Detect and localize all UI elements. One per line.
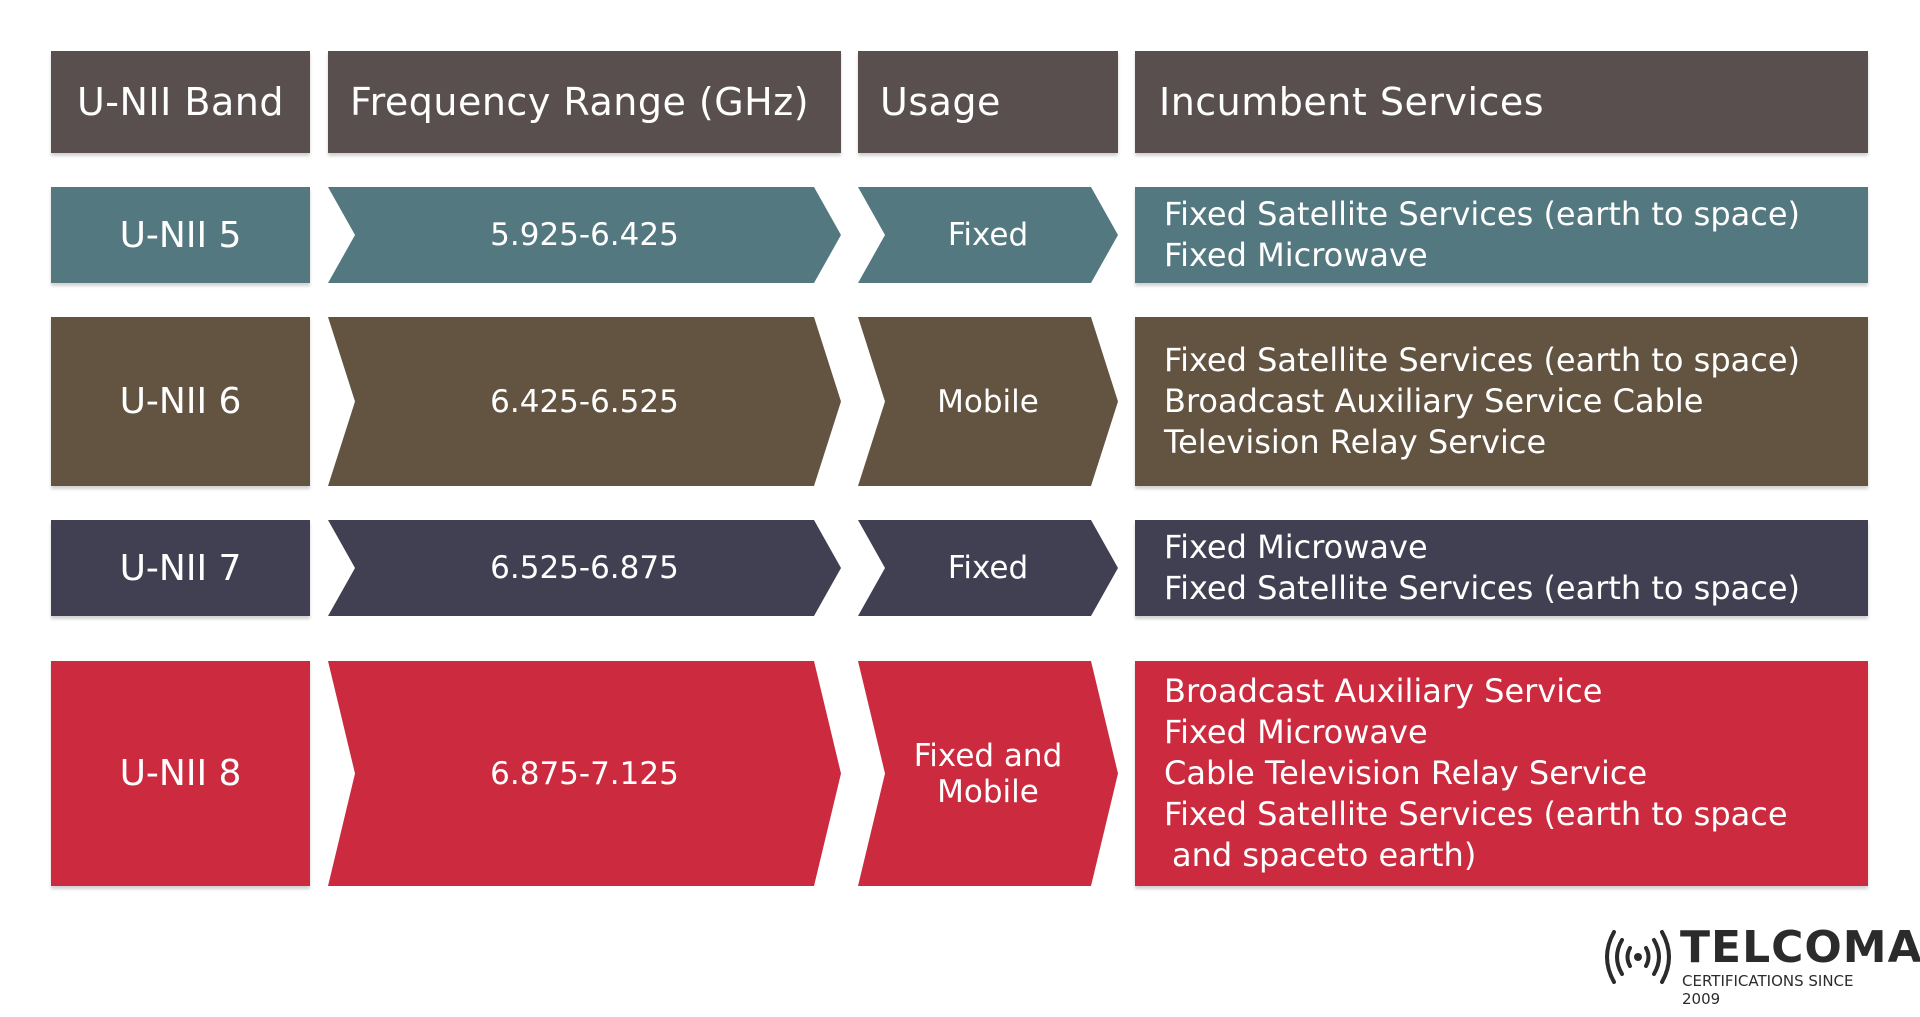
services-cell: Fixed Microwave Fixed Satellite Services … xyxy=(1135,520,1868,616)
usage-cell: Fixed xyxy=(858,187,1118,283)
frequency-cell: 6.525-6.875 xyxy=(328,520,841,616)
band-cell: U-NII 8 xyxy=(51,661,310,886)
broadcast-signal-icon xyxy=(1605,930,1671,984)
usage-label: Mobile xyxy=(937,383,1039,420)
service-line: Broadcast Auxiliary Service Cable xyxy=(1164,382,1704,420)
telcoma-logo: TELCOMA CERTIFICATIONS SINCE 2009 xyxy=(1600,922,1920,1008)
frequency-cell: 6.875-7.125 xyxy=(328,661,841,886)
band-cell: U-NII 7 xyxy=(51,520,310,616)
header-band: U-NII Band xyxy=(51,51,310,153)
frequency-cell: 5.925-6.425 xyxy=(328,187,841,283)
usage-cell: Mobile xyxy=(858,317,1118,486)
service-line: Fixed Microwave xyxy=(1164,236,1428,274)
usage-label: Fixed and Mobile xyxy=(913,737,1063,810)
services-cell: Broadcast Auxiliary Service Fixed Microwa… xyxy=(1135,661,1868,886)
service-line: Cable Television Relay Service xyxy=(1164,754,1648,792)
frequency-cell: 6.425-6.525 xyxy=(328,317,841,486)
service-line: Fixed Microwave xyxy=(1164,528,1428,566)
service-line: Fixed Satellite Services (earth to space… xyxy=(1164,341,1801,379)
header-frequency: Frequency Range (GHz) xyxy=(328,51,841,153)
services-cell: Fixed Satellite Services (earth to space… xyxy=(1135,187,1868,283)
service-line: Fixed Satellite Services (earth to space… xyxy=(1164,569,1801,607)
logo-tagline: CERTIFICATIONS SINCE 2009 xyxy=(1682,972,1854,1008)
usage-cell: Fixed and Mobile xyxy=(858,661,1118,886)
usage-cell: Fixed xyxy=(858,520,1118,616)
service-line: Fixed Microwave xyxy=(1164,713,1428,751)
band-cell: U-NII 6 xyxy=(51,317,310,486)
usage-label: Fixed xyxy=(947,217,1029,253)
band-cell: U-NII 5 xyxy=(51,187,310,283)
logo-name: TELCOMA xyxy=(1680,922,1920,973)
service-line: Fixed Satellite Services (earth to space… xyxy=(1164,195,1801,233)
service-line: Fixed Satellite Services (earth to space xyxy=(1164,795,1788,833)
header-services: Incumbent Services xyxy=(1135,51,1868,153)
service-line: Television Relay Service xyxy=(1164,423,1547,461)
usage-label: Fixed xyxy=(947,550,1029,586)
service-line: and spaceto earth) xyxy=(1172,836,1477,874)
services-cell: Fixed Satellite Services (earth to space… xyxy=(1135,317,1868,486)
service-line: Broadcast Auxiliary Service xyxy=(1164,672,1603,710)
header-usage: Usage xyxy=(858,51,1118,153)
